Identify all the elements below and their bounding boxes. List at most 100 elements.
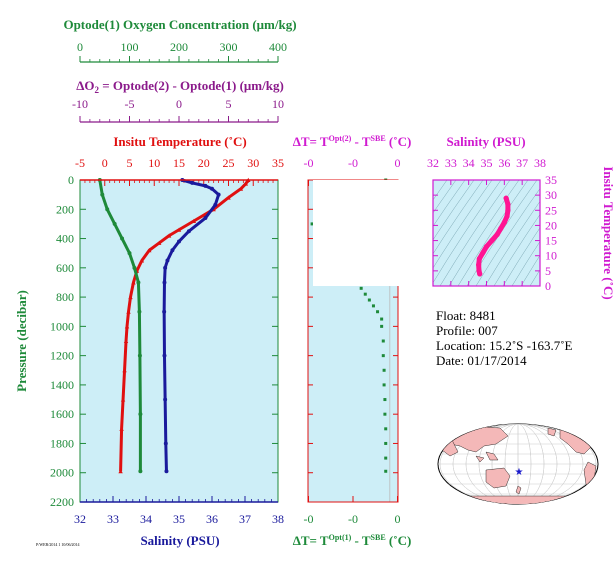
pressure-tick-label: 1200 <box>50 349 74 363</box>
ts-y-tick-label: 10 <box>545 249 557 263</box>
ts-x-tick-label: 37 <box>516 156 528 170</box>
location: Location: 15.2˚S -163.7˚E <box>436 338 573 353</box>
ts-y-tick-label: 15 <box>545 234 557 248</box>
salinity-point <box>165 258 170 263</box>
float-location-marker: ★ <box>515 467 524 478</box>
ts-y-tick-label: 5 <box>545 264 551 278</box>
delta-t-point <box>384 427 388 431</box>
date: Date: 01/17/2014 <box>436 353 527 368</box>
ts-point <box>505 201 511 207</box>
ts-y-tick-label: 20 <box>545 218 557 232</box>
temperature-point <box>119 426 124 431</box>
pressure-tick-label: 1800 <box>50 436 74 450</box>
delta-o2-axis-title: ΔO2 = Optode(2) - Optode(1) (μm/kg) <box>76 78 284 95</box>
ts-y-tick-label: 25 <box>545 203 557 217</box>
ts-point <box>505 207 511 213</box>
delta-t-point <box>380 317 384 321</box>
salinity-point <box>163 397 168 402</box>
oxygen-axis-title: Optode(1) Oxygen Concentration (μm/kg) <box>63 17 296 32</box>
temperature-point <box>176 227 182 232</box>
ts-x-tick-label: 36 <box>498 156 510 170</box>
temperature-point <box>120 397 126 402</box>
salinity-axis-tick-label: 32 <box>74 512 86 526</box>
footer-small-text: P/WEB/2014 1 10/06/2014 <box>36 542 80 547</box>
temperature-point <box>147 248 152 253</box>
ts-plot-area <box>433 180 540 286</box>
salinity-axis-tick-label: 35 <box>173 512 185 526</box>
temperature-point <box>122 368 127 373</box>
ts-point <box>483 244 490 250</box>
ts-point <box>489 237 495 244</box>
temperature-axis-tick-label: 15 <box>173 156 185 170</box>
salinity-point <box>162 309 167 314</box>
temperature-axis-tick-label: 10 <box>148 156 160 170</box>
profile-number: Profile: 007 <box>436 323 498 338</box>
pressure-tick-label: 1600 <box>50 407 74 421</box>
salinity-point <box>186 229 191 234</box>
oxygen-axis-tick-label: 200 <box>170 40 188 54</box>
temperature-axis-tick-label: -5 <box>75 156 85 170</box>
oxygen-point <box>105 207 110 212</box>
delta-t-point <box>381 339 385 343</box>
pressure-tick-label: 1000 <box>50 319 74 333</box>
delta-o2-axis-tick-label: -5 <box>125 97 135 111</box>
salinity-axis-tick-label: 34 <box>140 512 152 526</box>
ts-y-tick-label: 0 <box>545 279 551 293</box>
ts-x-tick-label: 34 <box>463 156 475 170</box>
delta-t-bottom-title: ΔT= TOpt(1) - TSBE (˚C) <box>293 533 412 548</box>
temperature-point <box>126 309 131 314</box>
pressure-tick-label: 400 <box>56 232 74 246</box>
ts-point <box>476 262 482 268</box>
temperature-axis-tick-label: 30 <box>247 156 259 170</box>
ts-series <box>476 195 511 277</box>
salinity-point <box>163 265 168 270</box>
salinity-axis-tick-label: 36 <box>206 512 218 526</box>
delta-t-bottom-tick-label: -0 <box>304 512 314 526</box>
float-id: Float: 8481 <box>436 308 496 323</box>
delta-t-top-tick-label: -0 <box>348 156 358 170</box>
delta-o2-axis-tick-label: -10 <box>72 97 88 111</box>
delta-t-point <box>384 469 388 473</box>
pressure-tick-label: 800 <box>56 290 74 304</box>
ts-y-tick-label: 30 <box>545 188 557 202</box>
salinity-point <box>162 280 167 285</box>
temperature-axis-tick-label: 0 <box>102 156 108 170</box>
delta-o2-axis-tick-label: 10 <box>272 97 284 111</box>
delta-t-point <box>383 398 387 402</box>
oxygen-point <box>137 309 142 314</box>
oxygen-point <box>132 265 137 270</box>
salinity-point <box>213 202 218 207</box>
delta-t-top-title: ΔT= TOpt(2) - TSBE (˚C) <box>293 134 412 149</box>
salinity-point <box>216 192 221 197</box>
temperature-point <box>128 294 133 300</box>
main-plot-area <box>80 180 278 502</box>
oxygen-axis-tick-label: 300 <box>220 40 238 54</box>
temperature-point <box>243 181 249 186</box>
salinity-point <box>177 239 181 244</box>
delta-t-point <box>383 412 387 416</box>
delta-t-top-tick-label: 0 <box>395 156 401 170</box>
delta-t-point <box>380 324 384 328</box>
oxygen-axis-tick-label: 0 <box>77 40 83 54</box>
salinity-point <box>164 469 169 474</box>
delta-t-point <box>381 354 385 358</box>
oxygen-point <box>100 192 105 197</box>
ts-x-tick-label: 33 <box>445 156 457 170</box>
pressure-tick-label: 2000 <box>50 466 74 480</box>
salinity-axis-tick-label: 33 <box>107 512 119 526</box>
pressure-tick-label: 0 <box>68 173 74 187</box>
ts-x-tick-label: 38 <box>534 156 546 170</box>
pressure-tick-label: 600 <box>56 261 74 275</box>
delta-t-point <box>367 298 371 302</box>
delta-t-point <box>384 441 388 445</box>
oxygen-point <box>136 280 141 285</box>
salinity-point <box>163 441 168 446</box>
oxygen-axis: 0 100 200 300 400 <box>77 40 287 63</box>
ts-temperature-title: Insitu Temperature (˚C) <box>601 166 616 299</box>
temperature-point <box>131 280 136 285</box>
ts-salinity-title: Salinity (PSU) <box>446 134 525 149</box>
temperature-axis-title: Insitu Temperature (˚C) <box>113 134 246 149</box>
delta-t-point <box>382 383 386 387</box>
series-oxygen-line <box>98 179 142 472</box>
